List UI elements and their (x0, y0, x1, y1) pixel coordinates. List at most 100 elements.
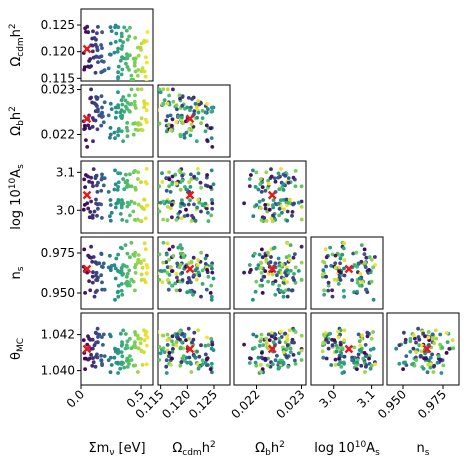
data-point (188, 133, 193, 138)
data-point (324, 356, 329, 361)
data-point (116, 46, 120, 51)
data-point (81, 338, 86, 342)
data-point (178, 243, 183, 248)
data-point (269, 334, 274, 339)
data-point (96, 180, 100, 185)
data-point (356, 261, 361, 266)
data-point (432, 363, 437, 368)
data-point (264, 170, 269, 175)
data-point (256, 187, 261, 192)
data-point (185, 280, 190, 285)
data-point (89, 64, 93, 68)
y-axis-label-theta: θMC (9, 338, 26, 360)
data-point (178, 346, 183, 350)
data-point (196, 167, 200, 171)
data-point (106, 358, 111, 363)
data-point (397, 361, 402, 366)
data-point (108, 25, 113, 29)
data-point (124, 219, 129, 224)
data-point (210, 342, 215, 347)
x-tick-label: 3.0 (316, 387, 339, 410)
data-point (190, 97, 194, 101)
data-point (277, 263, 282, 268)
data-point (252, 251, 257, 256)
data-point (178, 363, 183, 368)
data-point (428, 365, 433, 370)
data-point (299, 205, 304, 209)
data-point (362, 252, 367, 256)
data-point (108, 41, 113, 46)
data-point (362, 247, 367, 252)
data-point (190, 213, 194, 218)
data-point (271, 213, 275, 218)
data-point (259, 265, 263, 270)
data-point (293, 280, 298, 285)
data-point (97, 261, 102, 266)
data-point (367, 255, 372, 260)
data-point (180, 201, 185, 206)
best-fit-marker (82, 344, 92, 354)
data-point (358, 343, 363, 348)
data-point (260, 351, 264, 355)
data-point (91, 139, 95, 144)
data-point (92, 294, 97, 299)
data-point (273, 261, 278, 266)
best-fit-marker (82, 264, 92, 274)
data-point (441, 363, 446, 368)
data-point (355, 367, 359, 371)
data-point (323, 247, 328, 252)
data-point (167, 257, 172, 262)
data-point (127, 68, 131, 72)
data-point (114, 110, 119, 115)
data-point (426, 335, 431, 340)
data-point (326, 340, 331, 345)
data-point (430, 332, 435, 337)
data-point (203, 352, 208, 357)
data-point (342, 258, 347, 262)
data-point (129, 199, 134, 204)
data-point (249, 268, 253, 272)
data-point (196, 270, 201, 275)
data-point (263, 206, 268, 211)
panel-mnu-omch2: 0.115 0.120 0.125 (41, 8, 154, 85)
data-point (281, 294, 286, 299)
data-point (324, 274, 328, 279)
data-point (299, 260, 304, 265)
data-point (260, 247, 264, 252)
data-point (160, 171, 164, 176)
data-point (167, 170, 172, 175)
data-point (254, 279, 259, 284)
data-point (283, 288, 288, 293)
data-point (277, 283, 282, 288)
data-point (119, 288, 124, 293)
data-point (337, 269, 341, 273)
data-point (113, 40, 118, 44)
data-point (299, 217, 304, 222)
data-point (140, 128, 145, 133)
data-point (118, 38, 123, 43)
data-point (364, 287, 368, 292)
data-point (108, 214, 112, 219)
data-point (108, 101, 113, 106)
data-point (144, 271, 149, 276)
data-point (269, 216, 274, 221)
data-point (133, 121, 138, 125)
data-point (177, 330, 182, 334)
data-point (394, 346, 399, 351)
data-point (84, 138, 88, 143)
y-axis-label-logA: log 1010As (8, 164, 26, 230)
data-point (161, 87, 166, 92)
data-point (211, 276, 216, 281)
data-point (93, 70, 98, 75)
data-point (164, 358, 169, 363)
data-point (175, 107, 179, 112)
data-point (85, 24, 90, 29)
data-point (136, 370, 140, 374)
data-point (184, 338, 188, 342)
data-point (95, 45, 99, 49)
data-point (187, 337, 192, 341)
data-point (143, 74, 148, 79)
data-point (285, 338, 290, 342)
data-point (86, 206, 91, 211)
data-point (211, 348, 216, 352)
